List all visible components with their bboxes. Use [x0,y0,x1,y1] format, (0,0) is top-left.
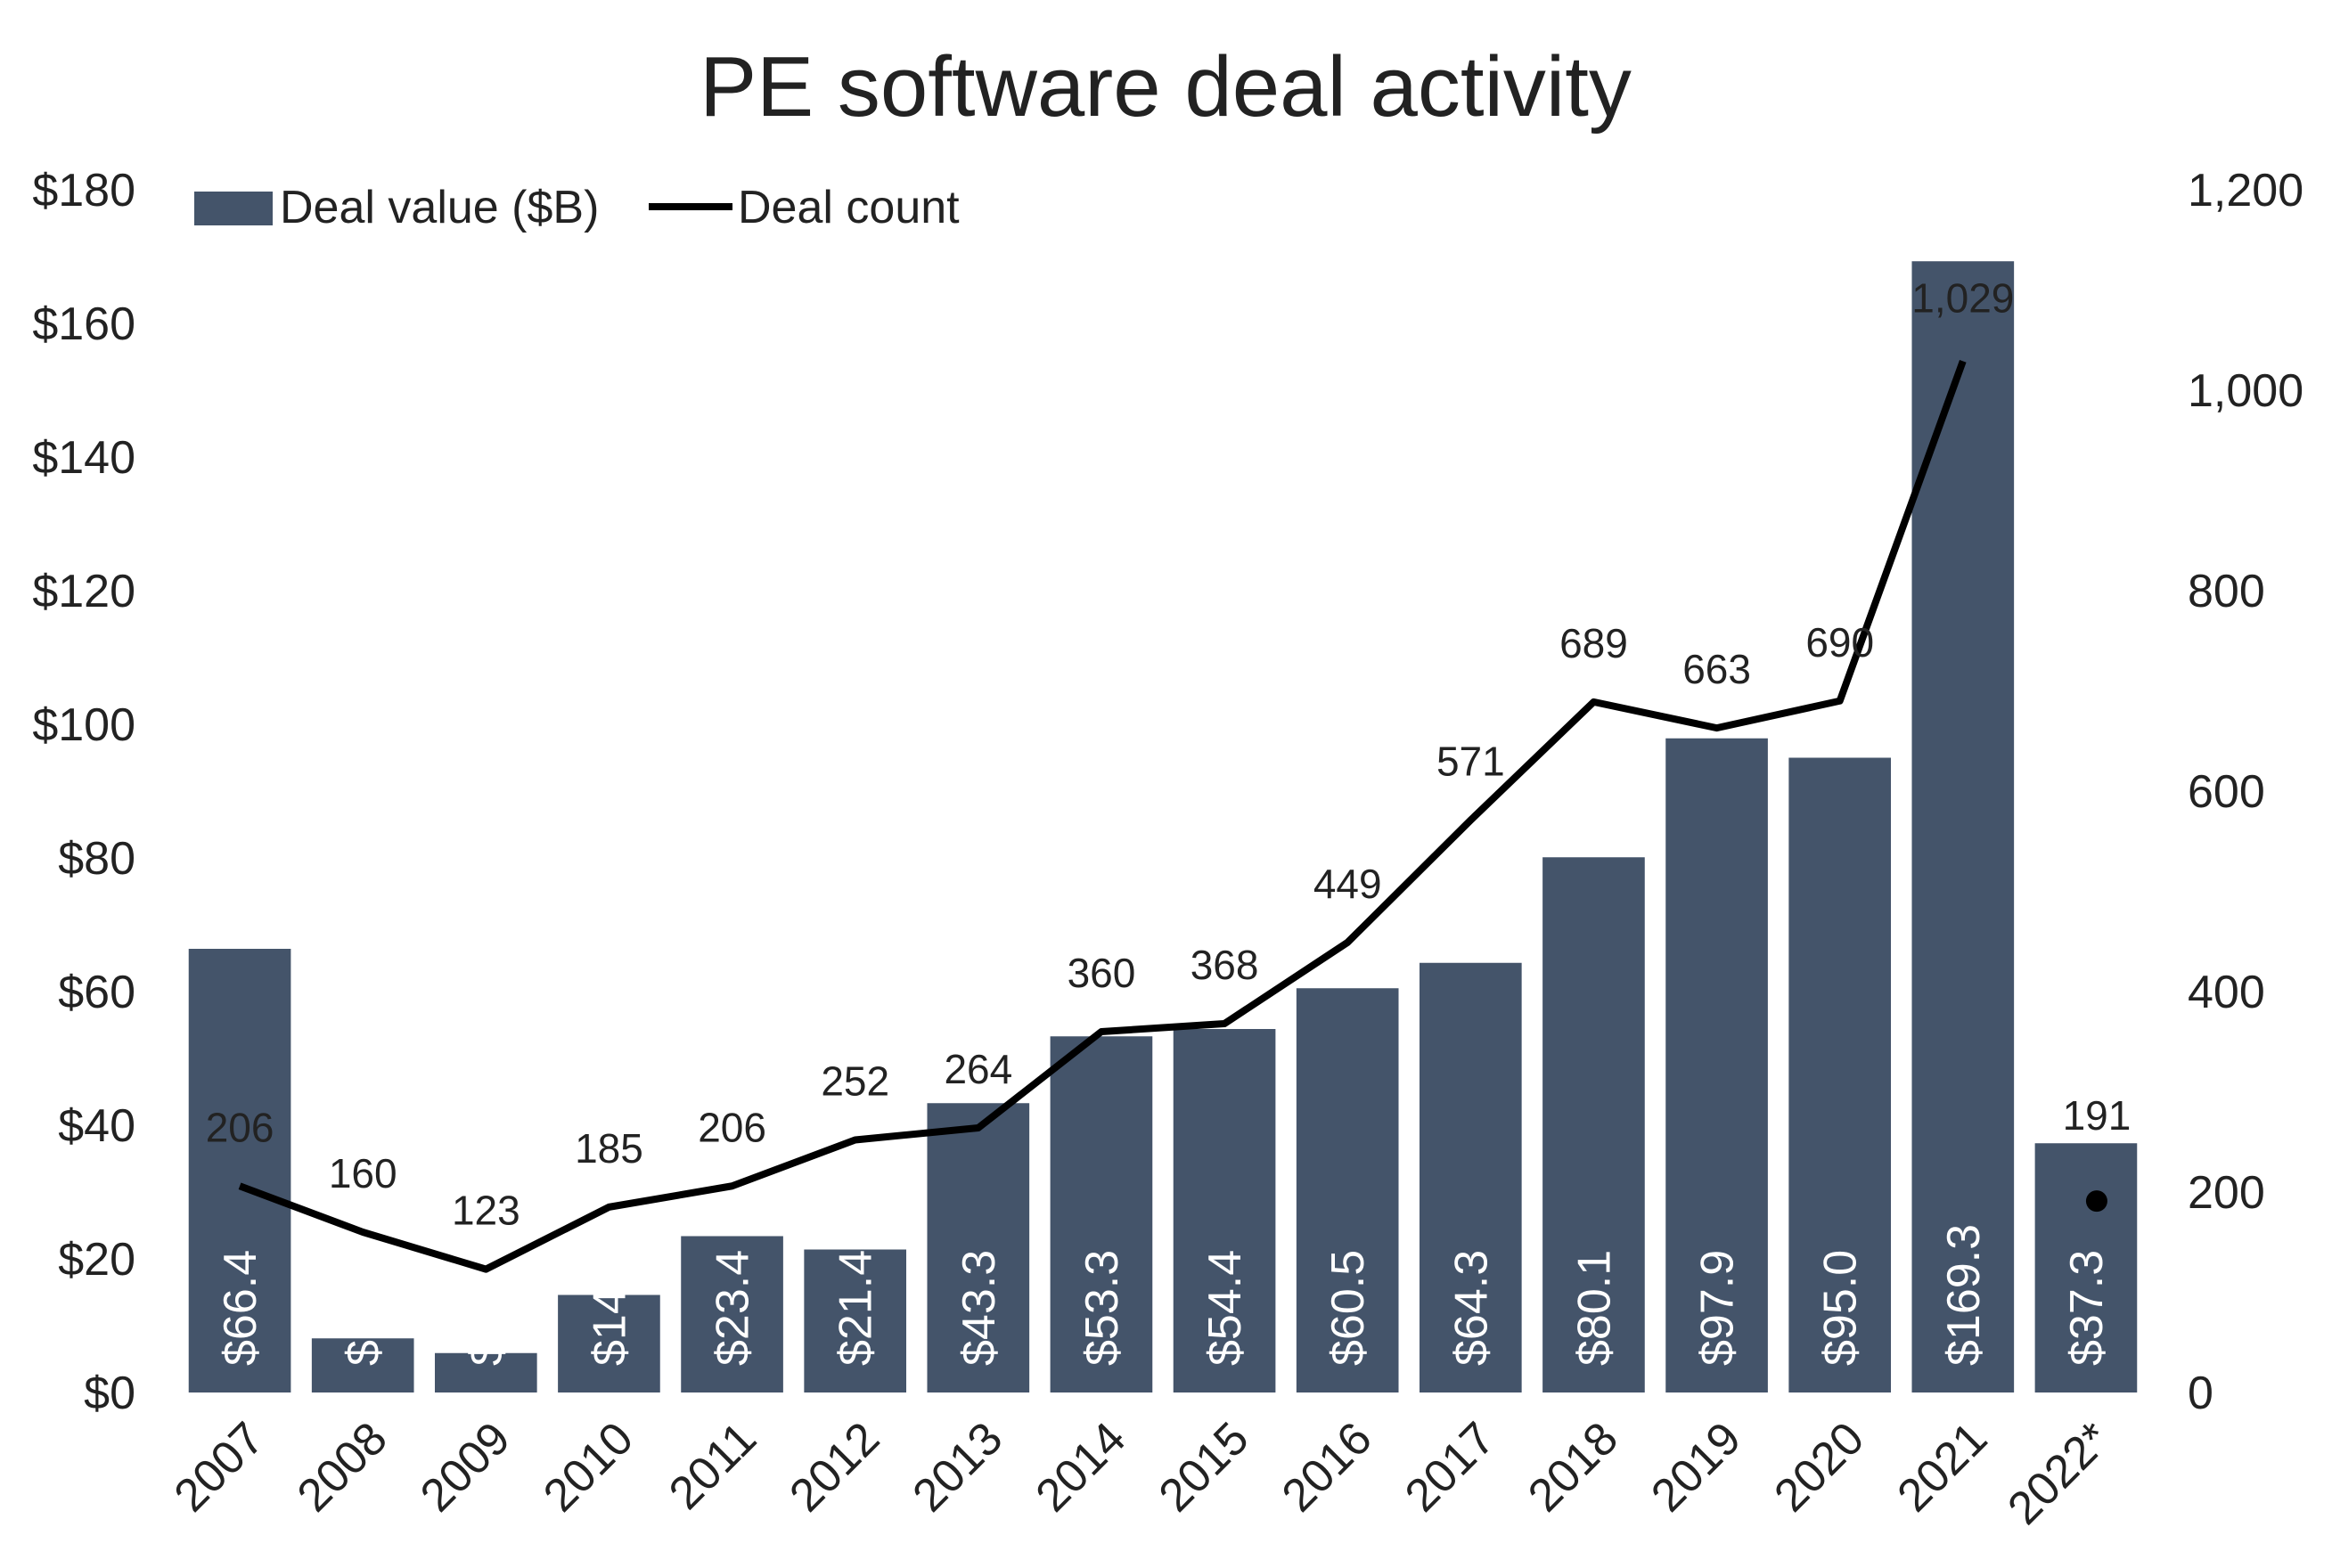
deal-count-marker [2085,1190,2107,1213]
count-value-label: 206 [698,1104,766,1150]
bar [1665,738,1768,1392]
left-tick-label: $80 [58,833,135,885]
right-tick-label: 200 [2188,1167,2265,1219]
bar [1911,261,2015,1392]
count-value-label: 690 [1805,619,1874,666]
bar-value-label: $54.4 [1199,1250,1251,1366]
bar [188,949,291,1392]
bar-value-label: $53.3 [1076,1250,1128,1366]
left-tick-label: $0 [84,1368,135,1419]
bar-series [188,261,2138,1392]
bar-value-label: $97.9 [1692,1250,1744,1366]
x-tick-label: 2022* [1998,1412,2120,1534]
legend: Deal value ($B) Deal count [194,182,960,233]
right-axis: 0 200 400 600 800 1,000 1,200 [2188,165,2303,1419]
left-axis: $0 $20 $40 $60 $80 $100 $120 $140 $160 $180 [32,165,135,1419]
deal-count-line [238,360,1967,1273]
bar [927,1103,1030,1392]
x-tick-label: 2012 [780,1412,889,1522]
count-value-label: 360 [1068,950,1136,996]
bar-value-label: $5.9 [461,1276,512,1366]
bar [1173,1029,1276,1392]
left-tick-label: $100 [32,699,135,751]
right-tick-label: 1,000 [2188,365,2303,417]
legend-label-deal-count: Deal count [738,182,960,233]
x-tick-label: 2013 [903,1412,1012,1522]
x-tick-label: 2018 [1518,1412,1628,1522]
bar [1542,857,1645,1392]
right-tick-label: 600 [2188,766,2265,818]
left-tick-label: $180 [32,165,135,216]
count-value-label: 663 [1682,646,1751,692]
count-value-label: 123 [452,1188,520,1234]
x-tick-label: 2016 [1272,1412,1382,1522]
x-tick-label: 2010 [534,1412,643,1522]
bar [1788,757,1892,1392]
bar [1296,988,1399,1392]
right-tick-label: 800 [2188,566,2265,617]
bar [1419,962,1522,1392]
bar [2034,1143,2138,1392]
left-tick-label: $40 [58,1100,135,1152]
count-value-label: 1,029 [1911,274,2014,321]
count-value-label: 206 [206,1104,274,1150]
x-tick-label: 2015 [1150,1412,1259,1522]
left-tick-label: $160 [32,298,135,350]
count-value-label: 252 [821,1058,889,1105]
bar-value-label: $21.4 [831,1250,882,1366]
x-tick-label: 2009 [411,1412,520,1522]
x-tick-label: 2014 [1027,1412,1136,1522]
count-value-label: 368 [1191,942,1259,988]
bar-value-label: $80.1 [1568,1250,1620,1366]
x-tick-label: 2017 [1395,1412,1505,1522]
x-tick-label: 2007 [165,1412,274,1522]
bar-value-label: $8.1 [338,1276,389,1366]
count-value-label: 449 [1313,861,1382,907]
x-tick-label: 2021 [1887,1412,1997,1522]
legend-label-deal-value: Deal value ($B) [280,182,599,233]
bar-value-label: $66.4 [215,1250,266,1366]
left-tick-label: $140 [32,432,135,484]
legend-swatch-deal-value [194,192,273,225]
bar-value-label: $23.4 [708,1250,759,1366]
count-value-label: 185 [575,1125,643,1172]
count-value-label: 571 [1436,739,1505,785]
x-axis: 2007 2008 2009 2010 2011 2012 2013 2014 2015 2016… [165,1412,2121,1534]
bar [1050,1036,1153,1392]
count-labels: 206 160 123 185 206 252 264 360 368 449 571 689 663 6… [206,274,2132,1233]
bar-value-label: $14.6 [584,1250,635,1366]
bar [311,1338,414,1392]
bar-value-label: $37.3 [2061,1250,2113,1366]
right-tick-label: 400 [2188,967,2265,1018]
left-tick-label: $20 [58,1234,135,1286]
count-value-label: 191 [2063,1092,2132,1139]
x-tick-label: 2020 [1764,1412,1874,1522]
bar [434,1352,537,1392]
left-tick-label: $120 [32,566,135,617]
count-value-label: 160 [329,1150,397,1196]
bar [681,1236,783,1392]
chart-title: PE software deal activity [700,39,1632,135]
bar-labels: $66.4 $8.1 $5.9 $14.6 $23.4 $21.4 $43.3 $53.3 $5… [215,1224,2113,1366]
count-value-label: 264 [944,1046,1012,1092]
bar-value-label: $95.0 [1815,1250,1867,1366]
bar-value-label: $43.3 [953,1250,1005,1366]
bar [804,1249,907,1392]
x-tick-label: 2008 [288,1412,397,1522]
right-tick-label: 1,200 [2188,165,2303,216]
bar [558,1294,660,1392]
bar-value-label: $60.5 [1322,1250,1374,1366]
count-value-label: 689 [1559,620,1628,666]
bar-value-label: $169.3 [1938,1224,1990,1366]
x-tick-label: 2011 [659,1412,766,1519]
x-tick-label: 2019 [1641,1412,1751,1522]
left-tick-label: $60 [58,967,135,1018]
bar-value-label: $64.3 [1445,1250,1497,1366]
line-series [238,360,2107,1273]
right-tick-label: 0 [2188,1368,2213,1419]
